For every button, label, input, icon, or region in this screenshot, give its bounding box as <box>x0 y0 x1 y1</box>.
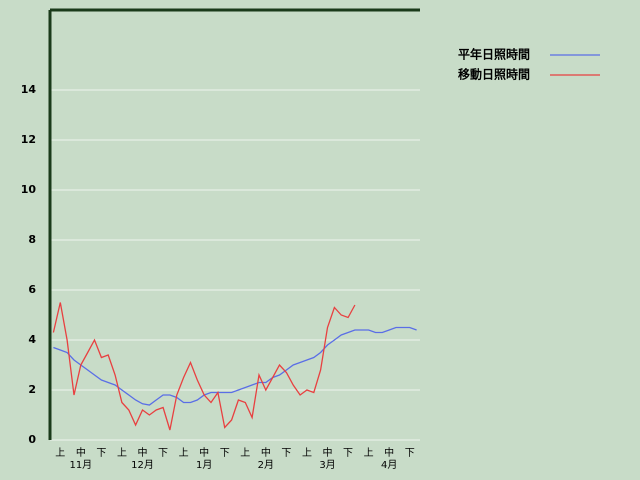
x-tick-label: 中 <box>323 446 333 459</box>
y-tick-label: 8 <box>28 233 36 246</box>
x-tick-label: 下 <box>405 448 415 459</box>
x-tick-label: 上 <box>117 447 127 459</box>
y-tick-label: 12 <box>21 133 36 146</box>
x-tick-label: 中 <box>138 446 148 459</box>
x-tick-label: 中 <box>76 446 86 459</box>
series-line <box>53 326 417 406</box>
month-label: 1月 <box>196 459 212 471</box>
y-tick-label: 0 <box>28 433 36 446</box>
x-tick-label: 上 <box>240 447 250 459</box>
x-tick-label: 下 <box>281 448 291 459</box>
x-tick-label: 下 <box>220 448 230 459</box>
x-tick-label: 上 <box>55 447 65 459</box>
month-label: 12月 <box>131 459 154 471</box>
y-tick-label: 4 <box>28 333 36 346</box>
month-label: 2月 <box>258 459 274 471</box>
x-tick-label: 上 <box>364 447 374 459</box>
legend-label: 平年日照時間 <box>458 47 530 62</box>
month-label: 4月 <box>381 459 397 471</box>
y-tick-label: 14 <box>21 83 37 96</box>
y-tick-label: 10 <box>21 183 37 196</box>
x-tick-label: 下 <box>96 448 106 459</box>
x-tick-label: 上 <box>302 447 312 459</box>
x-tick-label: 上 <box>179 447 189 459</box>
x-tick-label: 下 <box>158 448 168 459</box>
legend-label: 移動日照時間 <box>458 67 530 82</box>
month-label: 11月 <box>69 459 92 471</box>
series-line <box>52 302 356 431</box>
x-tick-label: 下 <box>343 448 353 459</box>
y-tick-label: 2 <box>28 383 36 396</box>
month-label: 3月 <box>319 459 335 471</box>
x-tick-label: 中 <box>199 446 209 459</box>
x-tick-label: 中 <box>261 446 271 459</box>
x-tick-label: 中 <box>384 446 394 459</box>
y-tick-label: 6 <box>28 283 36 296</box>
